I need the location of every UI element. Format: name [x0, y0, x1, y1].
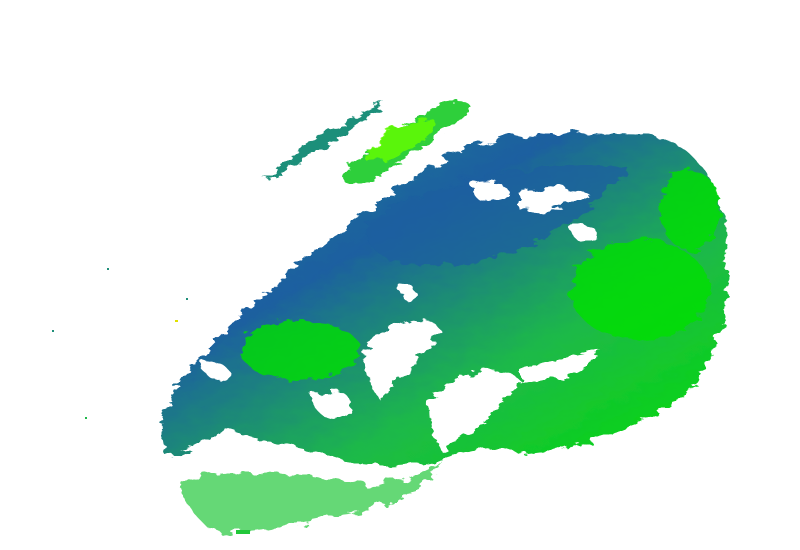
- bright-cells: [240, 118, 720, 380]
- precipitation-echoes: [160, 101, 729, 533]
- isolated-pixels: [52, 268, 250, 534]
- echo-gaps: [200, 182, 600, 480]
- main-echo: [160, 133, 729, 466]
- southern-scatter: [180, 460, 440, 533]
- northwest-streak: [265, 102, 385, 180]
